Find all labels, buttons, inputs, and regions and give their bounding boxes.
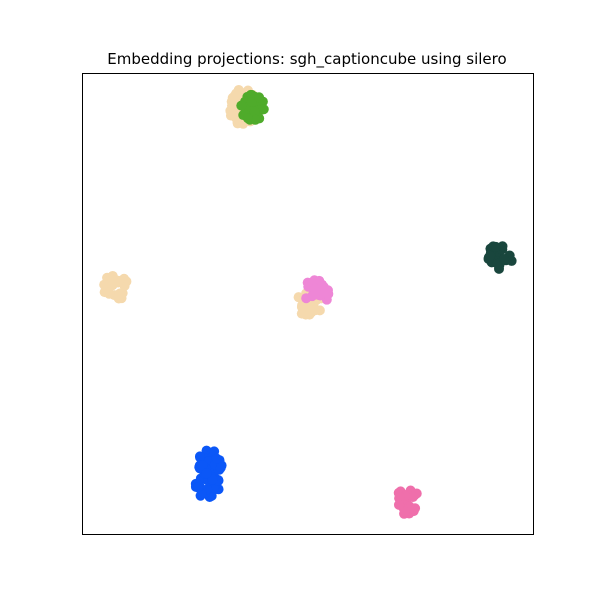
scatter-point [207,474,218,485]
scatter-point [243,113,254,124]
points-layer [99,84,517,519]
scatter-point [201,468,212,479]
scatter-point [249,106,260,117]
scatter-point [215,462,226,473]
scatter-point [499,253,510,264]
scatter-point [393,499,404,510]
scatter-point [394,491,405,502]
scatter-point [258,104,269,115]
scatter-point [490,241,501,252]
scatter-point-cluster [483,241,517,274]
scatter-point [314,275,325,286]
scatter-point-cluster [393,485,422,519]
scatter-point [485,250,496,261]
scatter-point [107,274,118,285]
scatter-point [192,482,203,493]
scatter-point-cluster [236,89,269,125]
scatter-point-cluster [194,445,226,479]
scatter-point [311,305,322,316]
scatter-point [99,279,110,290]
scatter-point [407,492,418,503]
chart-title: Embedding projections: sgh_captioncube u… [107,50,506,69]
scatter-point [236,100,247,111]
scatter-point [197,460,208,471]
scatter-point [254,92,265,103]
scatter-point [399,506,410,517]
scatter-point [323,288,334,299]
scatter-point-cluster [99,270,132,304]
scatter-point-cluster [301,275,334,305]
scatter-point [301,293,312,304]
scatter-point [99,287,110,298]
scatter-point [114,288,125,299]
scatter-point [211,453,222,464]
plot-frame [82,73,534,535]
scatter-point [309,283,320,294]
scatter-point [246,97,257,108]
scatter-point [194,451,205,462]
scatter-point [228,108,239,119]
